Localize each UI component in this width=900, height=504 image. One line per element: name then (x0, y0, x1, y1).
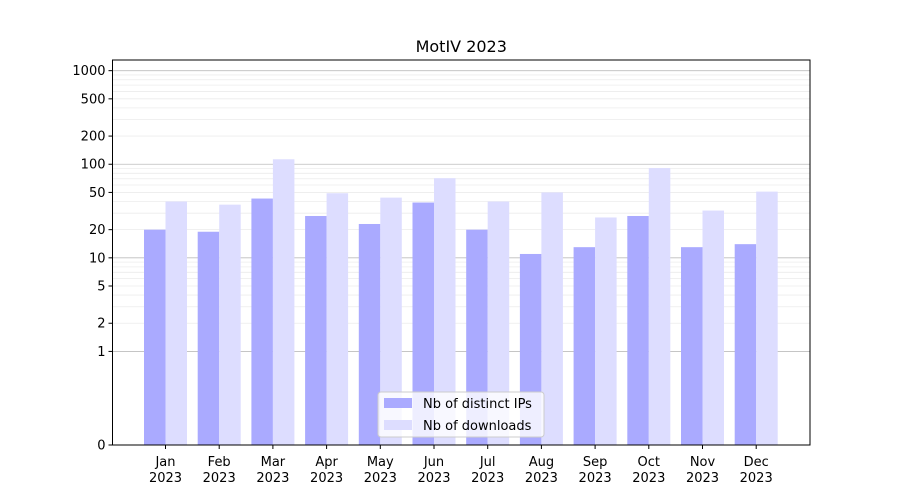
y-tick-label: 100 (81, 158, 106, 173)
bar-downloads-oct (648, 168, 671, 445)
y-tick-label: 500 (81, 92, 106, 107)
x-axis: Jan2023Feb2023Mar2023Apr2023May2023Jun20… (149, 445, 773, 486)
x-tick-label-month: Oct (638, 455, 660, 470)
bar-downloads-apr (326, 193, 349, 445)
x-tick-label-month: Feb (208, 455, 231, 470)
bar-downloads-sep (595, 217, 617, 445)
bar-downloads-may (380, 197, 402, 445)
legend-label-distinct-ips: Nb of distinct IPs (423, 397, 532, 412)
bar-downloads-jul (487, 201, 510, 445)
bar-distinct-ips-jan (144, 229, 166, 445)
x-tick-label-year: 2023 (256, 471, 289, 486)
legend: Nb of distinct IPs Nb of downloads (377, 391, 545, 438)
bar-downloads-mar (272, 159, 295, 446)
legend-box (377, 391, 545, 438)
x-tick-label-month: Dec (744, 455, 769, 470)
plot-frame (112, 59, 811, 446)
x-tick-label-month: Aug (529, 455, 554, 470)
bar-distinct-ips-nov (681, 247, 703, 445)
x-tick-label-month: May (367, 455, 394, 470)
x-tick-label-year: 2023 (471, 471, 504, 486)
x-tick-label-month: Jan (154, 455, 175, 470)
y-tick-label: 1 (97, 345, 105, 360)
bar-downloads-feb (219, 204, 241, 445)
y-tick-label: 1000 (72, 64, 105, 79)
y-tick-label: 200 (81, 130, 106, 145)
bar-downloads-nov (702, 210, 724, 445)
x-tick-label-year: 2023 (579, 471, 612, 486)
bar-distinct-ips-feb (197, 231, 220, 445)
x-tick-label-month: Jul (479, 455, 496, 470)
bar-distinct-ips-apr (305, 215, 327, 445)
bars (144, 159, 778, 446)
legend-label-downloads: Nb of downloads (423, 419, 532, 434)
x-tick-label-year: 2023 (417, 471, 450, 486)
y-tick-label: 50 (89, 186, 106, 201)
x-tick-label-month: Sep (583, 455, 608, 470)
y-axis: 0 1 2 5 10 20 50 100 200 500 1000 (72, 64, 113, 454)
legend-swatch-distinct-ips (384, 398, 412, 408)
y-tick-label: 20 (89, 223, 106, 238)
bar-distinct-ips-may (358, 223, 381, 445)
bar-distinct-ips-mar (251, 198, 273, 445)
x-tick-label-month: Jun (423, 455, 444, 470)
bar-distinct-ips-jun (412, 202, 434, 445)
bar-distinct-ips-dec (734, 244, 757, 445)
y-tick-label: 2 (97, 317, 105, 332)
x-tick-label-month: Nov (690, 455, 716, 470)
x-tick-label-year: 2023 (310, 471, 343, 486)
bar-downloads-jun (434, 178, 456, 445)
bar-downloads-jan (165, 201, 187, 445)
chart-title: MotIV 2023 (416, 37, 507, 56)
legend-swatch-downloads (384, 420, 412, 430)
x-tick-label-year: 2023 (203, 471, 236, 486)
x-tick-label-year: 2023 (149, 471, 182, 486)
bar-distinct-ips-jul (466, 229, 488, 445)
x-tick-label-year: 2023 (525, 471, 558, 486)
bar-distinct-ips-sep (573, 247, 596, 445)
x-tick-label-month: Mar (261, 455, 286, 470)
x-tick-label-year: 2023 (632, 471, 665, 486)
x-tick-label-year: 2023 (740, 471, 773, 486)
y-tick-label: 10 (89, 251, 106, 266)
x-tick-label-month: Apr (315, 455, 338, 470)
y-tick-label: 5 (97, 280, 105, 295)
bar-downloads-dec (756, 191, 778, 445)
x-tick-label-year: 2023 (364, 471, 397, 486)
x-tick-label-year: 2023 (686, 471, 719, 486)
y-tick-label: 0 (97, 439, 105, 454)
bar-downloads-aug (541, 192, 563, 445)
bar-distinct-ips-oct (627, 215, 649, 445)
